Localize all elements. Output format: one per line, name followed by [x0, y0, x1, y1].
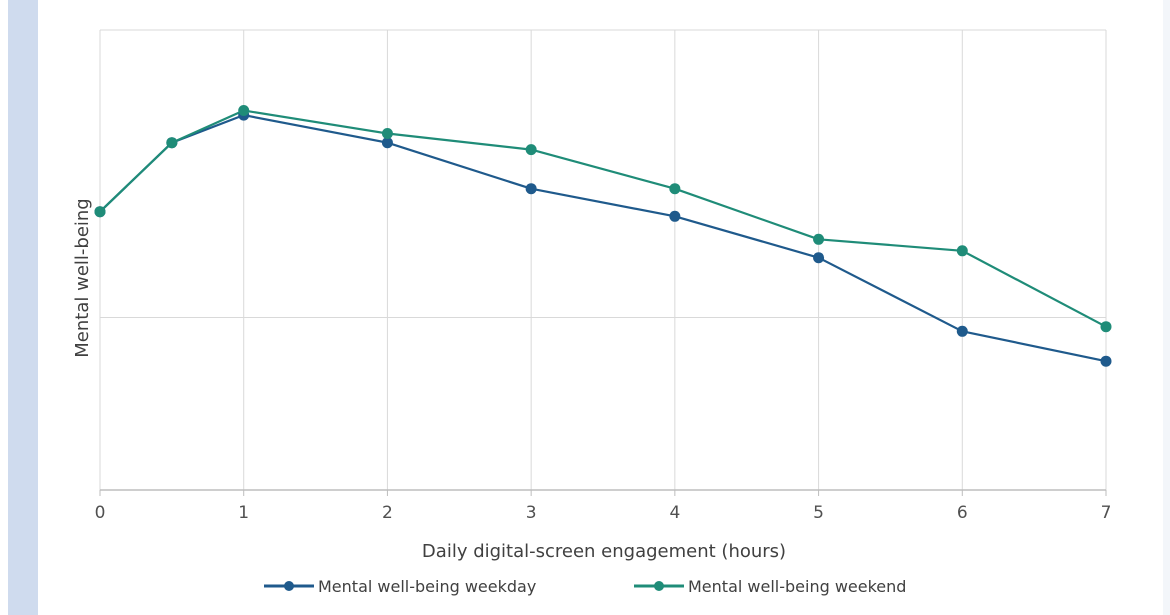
x-tick-label-2: 2: [382, 503, 393, 523]
x-tick-label-7: 7: [1101, 503, 1112, 523]
series-layer: [94, 105, 1112, 367]
series-0-point-8: [1100, 355, 1112, 367]
series-1-point-1: [166, 137, 178, 149]
series-line-1: [99, 109, 1107, 328]
legend-label-weekday: Mental well-being weekday: [318, 577, 536, 596]
series-1-point-3: [381, 128, 393, 139]
y-axis-title: Mental well-being: [72, 198, 93, 357]
legend-item-weekend: Mental well-being weekend: [634, 577, 906, 596]
x-tick-label-0: 0: [95, 503, 106, 523]
x-tick-labels: 0 1 2 3 4 5 6 7: [95, 490, 1112, 523]
legend: Mental well-being weekday Mental well-be…: [264, 577, 906, 596]
series-1-point-4: [525, 144, 537, 156]
series-0-point-6: [813, 252, 825, 264]
series-0-point-7: [956, 325, 968, 337]
legend-marker-weekday: [284, 581, 294, 591]
x-tick-label-4: 4: [669, 503, 680, 523]
series-1-point-2: [238, 105, 250, 116]
x-tick-label-5: 5: [813, 503, 824, 523]
series-1-point-5: [669, 183, 681, 195]
right-edge-strip: [1163, 0, 1170, 615]
side-accent-bar: [8, 0, 38, 615]
x-tick-label-1: 1: [238, 503, 249, 523]
series-0-point-3: [381, 137, 393, 149]
legend-marker-weekend: [654, 581, 664, 591]
legend-label-weekend: Mental well-being weekend: [688, 577, 906, 596]
series-1-point-7: [956, 245, 968, 257]
legend-item-weekday: Mental well-being weekday: [264, 577, 536, 596]
series-1-point-0: [94, 206, 106, 218]
series-1-point-6: [813, 233, 825, 245]
x-tick-label-6: 6: [957, 503, 968, 523]
series-1-point-8: [1100, 321, 1112, 333]
series-0-point-4: [525, 183, 537, 195]
x-tick-label-3: 3: [526, 503, 537, 523]
series-line-0: [99, 113, 1107, 363]
grid-layer: [99, 29, 1107, 491]
x-axis-title: Daily digital-screen engagement (hours): [422, 541, 786, 562]
series-0-point-5: [669, 210, 681, 222]
